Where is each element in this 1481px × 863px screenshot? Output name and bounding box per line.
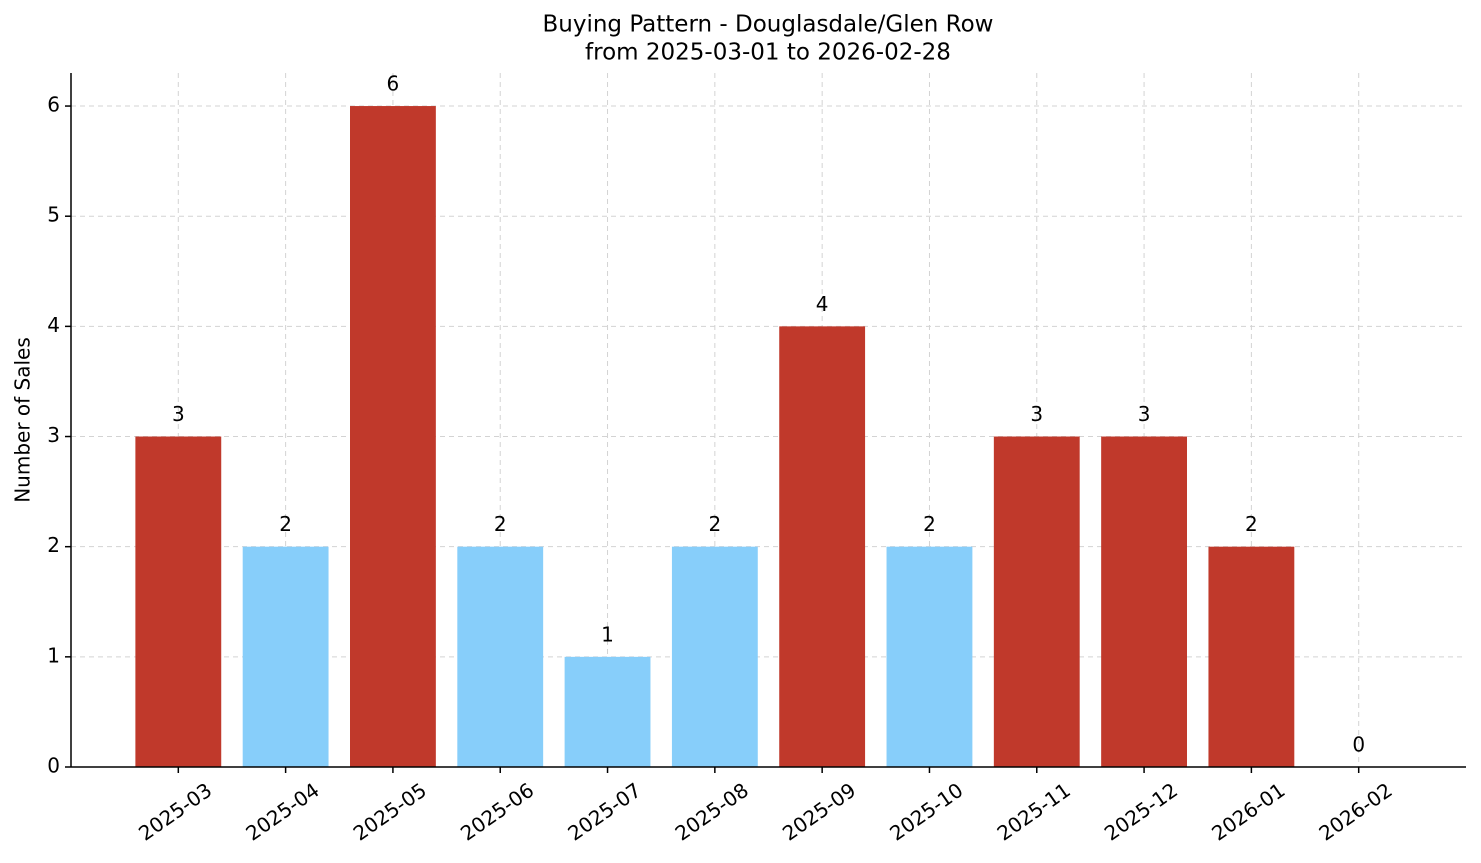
x-tick-label: 2025-03 (134, 778, 216, 846)
chart-subtitle: from 2025-03-01 to 2026-02-28 (585, 40, 951, 66)
bar (1208, 546, 1295, 767)
value-label: 1 (601, 622, 614, 646)
y-tick-label: 4 (47, 313, 60, 337)
value-label: 0 (1352, 733, 1365, 757)
x-tick-label: 2025-10 (885, 778, 967, 846)
x-tick-label: 2026-01 (1207, 778, 1289, 846)
value-label: 2 (1245, 512, 1258, 536)
x-tick-label: 2025-05 (349, 778, 431, 846)
x-tick-label: 2025-11 (993, 778, 1075, 846)
y-tick-label: 0 (47, 754, 60, 778)
y-tick-label: 6 (47, 93, 60, 117)
bar (564, 656, 651, 767)
bar (671, 546, 758, 767)
y-axis-label: Number of Sales (11, 337, 35, 503)
y-tick-label: 2 (47, 533, 60, 557)
value-label: 3 (172, 402, 185, 426)
y-tick-label: 1 (47, 643, 60, 667)
y-tick-label: 5 (47, 203, 60, 227)
bar (242, 546, 329, 767)
x-tick-label: 2025-09 (778, 778, 860, 846)
value-label: 6 (387, 72, 400, 96)
x-tick-label: 2025-04 (241, 778, 323, 846)
x-tick-label: 2025-08 (671, 778, 753, 846)
bar (993, 436, 1080, 767)
value-label: 2 (923, 512, 936, 536)
bar (350, 106, 436, 768)
bar (886, 546, 973, 767)
y-tick-label: 3 (47, 423, 60, 447)
value-label: 2 (279, 512, 292, 536)
bar (1101, 436, 1187, 767)
bar (457, 546, 544, 767)
value-label: 3 (1138, 402, 1151, 426)
x-tick-label: 2025-12 (1100, 778, 1182, 846)
value-label: 3 (1030, 402, 1043, 426)
value-label: 2 (494, 512, 507, 536)
value-label: 2 (708, 512, 721, 536)
x-tick-label: 2026-02 (1314, 778, 1396, 846)
x-tick-label: 2025-06 (456, 778, 538, 846)
bar (779, 326, 866, 767)
chart-title: Buying Pattern - Douglasdale/Glen Row (542, 12, 993, 38)
value-label: 4 (816, 292, 829, 316)
bar (135, 436, 222, 767)
x-tick-label: 2025-07 (563, 778, 645, 846)
